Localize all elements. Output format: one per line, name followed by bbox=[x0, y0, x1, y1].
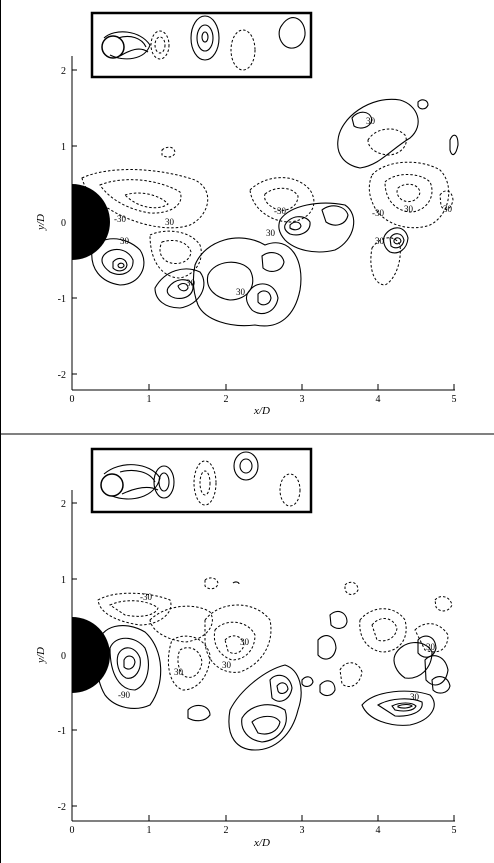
y-tick-label: 2 bbox=[61, 66, 66, 77]
contour-label: 30 bbox=[410, 692, 420, 702]
x-ticks bbox=[71, 815, 455, 821]
contour-label: -30 bbox=[372, 208, 384, 218]
y-tick-label: -1 bbox=[58, 294, 66, 305]
contour-label: 30 bbox=[443, 204, 453, 214]
x-tick-label: 3 bbox=[300, 825, 305, 836]
x-tick-label: 0 bbox=[70, 825, 75, 836]
y-tick-label: 1 bbox=[61, 575, 66, 586]
contour-lines bbox=[81, 98, 459, 327]
x-ticks bbox=[71, 384, 455, 390]
contour-label: 30 bbox=[426, 642, 436, 652]
contour-label: -30 bbox=[114, 214, 126, 224]
x-tick-label: 1 bbox=[147, 825, 152, 836]
y-tick-label: 0 bbox=[61, 218, 66, 229]
contour-label: 30 bbox=[222, 660, 232, 670]
contour-label: 30 bbox=[120, 236, 130, 246]
inset-streamline-schematic bbox=[90, 447, 313, 514]
contour-label: 30 bbox=[236, 287, 246, 297]
y-tick-label: 0 bbox=[61, 651, 66, 662]
x-tick-label: 1 bbox=[147, 394, 152, 405]
contour-label: 30 bbox=[240, 637, 250, 647]
y-axis-title: y/D bbox=[35, 214, 47, 231]
y-tick-label: -1 bbox=[58, 726, 66, 737]
contour-label: 30 bbox=[375, 236, 385, 246]
y-tick-label: 1 bbox=[61, 142, 66, 153]
y-tick-label: -2 bbox=[58, 370, 66, 381]
inset-streamline-schematic bbox=[90, 11, 313, 79]
contour-label: 30 bbox=[174, 667, 184, 677]
x-tick-label: 0 bbox=[70, 394, 75, 405]
panel-bottom: 0 1 2 3 4 5 2 1 0 -1 -2 x/D y/D bbox=[35, 447, 457, 849]
contour-label: 30 bbox=[186, 278, 196, 288]
x-tick-label: 2 bbox=[224, 394, 229, 405]
x-tick-label: 3 bbox=[300, 394, 305, 405]
contour-label: 30 bbox=[404, 204, 414, 214]
contour-label: -90 bbox=[118, 690, 130, 700]
x-tick-label: 4 bbox=[376, 394, 381, 405]
contour-lines bbox=[96, 577, 453, 751]
x-tick-label: 2 bbox=[224, 825, 229, 836]
y-axis-title: y/D bbox=[35, 647, 47, 664]
x-tick-label: 4 bbox=[376, 825, 381, 836]
contour-label: -30 bbox=[274, 206, 286, 216]
x-tick-label: 5 bbox=[452, 825, 457, 836]
cylinder bbox=[72, 184, 110, 260]
x-axis-title: x/D bbox=[253, 837, 270, 849]
contour-label: -30 bbox=[140, 592, 152, 602]
contour-label: 30 bbox=[165, 217, 175, 227]
y-tick-label: 2 bbox=[61, 499, 66, 510]
y-tick-label: -2 bbox=[58, 802, 66, 813]
x-tick-label: 5 bbox=[452, 394, 457, 405]
contour-label: 30 bbox=[266, 228, 276, 238]
cylinder bbox=[72, 617, 110, 693]
contour-label: 30 bbox=[366, 116, 376, 126]
x-axis-title: x/D bbox=[253, 405, 270, 417]
panel-top: 0 1 2 3 4 5 2 1 0 -1 -2 x/D y/D bbox=[35, 11, 459, 417]
